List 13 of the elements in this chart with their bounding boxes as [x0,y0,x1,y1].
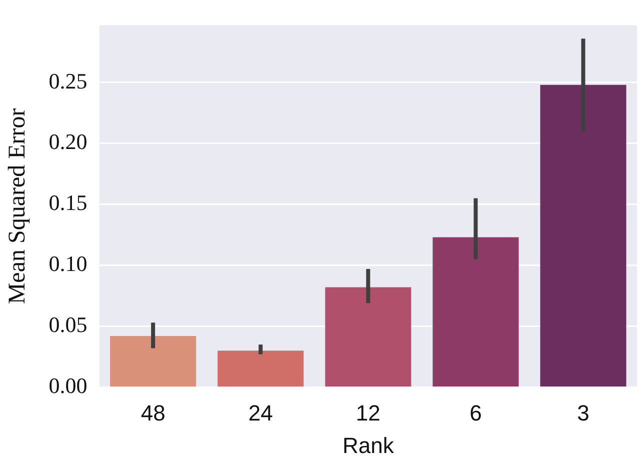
x-tick-label: 3 [577,400,590,426]
x-axis-title: Rank [342,432,395,458]
y-tick-label: 0.00 [48,372,88,398]
x-tick-label: 12 [356,400,380,426]
y-tick-label: 0.20 [48,129,88,154]
y-tick-label: 0.05 [48,312,88,338]
y-tick-label: 0.10 [48,251,88,276]
x-tick-label: 6 [470,400,482,426]
y-tick-label: 0.25 [48,68,88,94]
y-axis-title: Mean Squared Error [4,108,31,304]
x-tick-label: 48 [140,400,166,426]
x-tick-label: 24 [248,400,273,426]
y-tick-label: 0.15 [48,190,88,216]
